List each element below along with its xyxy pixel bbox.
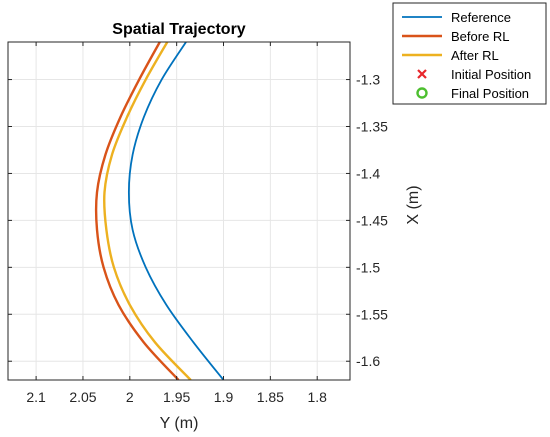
x-tick-label: 2.05 <box>69 389 96 405</box>
legend-swatch-initial-position <box>417 69 427 79</box>
x-tick-label: 1.8 <box>307 389 327 405</box>
plot-frame <box>7 41 351 381</box>
series-line-reference <box>127 42 225 380</box>
plot-background <box>8 42 350 380</box>
legend: Reference Before RL After RL Initial Positi… <box>392 2 547 105</box>
legend-swatch-final-position <box>416 87 428 99</box>
x-tick-label: 2 <box>126 389 134 405</box>
y-tick-label: -1.45 <box>356 212 388 228</box>
chart-title: Spatial Trajectory <box>112 21 245 38</box>
series-lines <box>94 42 225 380</box>
y-axis-ticks: -1.3 -1.35 -1.4 -1.45 -1.5 -1.55 -1.6 <box>8 72 388 369</box>
x-axis-label: Y (m) <box>160 415 199 432</box>
legend-label-reference: Reference <box>451 10 511 25</box>
y-tick-label: -1.35 <box>356 119 388 135</box>
x-tick-label: 1.95 <box>163 389 190 405</box>
y-tick-label: -1.4 <box>356 165 380 181</box>
y-tick-label: -1.55 <box>356 306 388 322</box>
series-line-after-rl <box>102 42 192 380</box>
x-axis-ticks: 2.1 2.05 2 1.95 1.9 1.85 1.8 <box>26 42 327 405</box>
y-tick-label: -1.6 <box>356 353 380 369</box>
legend-label-initial-position: Initial Position <box>451 67 531 82</box>
y-tick-label: -1.5 <box>356 259 380 275</box>
legend-label-before-rl: Before RL <box>451 29 510 44</box>
x-tick-label: 1.9 <box>214 389 234 405</box>
y-axis-label: X (m) <box>405 185 422 224</box>
y-tick-label: -1.3 <box>356 72 380 88</box>
x-tick-label: 1.85 <box>257 389 284 405</box>
plot-area <box>7 41 351 381</box>
legend-label-final-position: Final Position <box>451 86 529 101</box>
legend-box <box>392 2 547 105</box>
series-line-before-rl <box>94 42 180 380</box>
x-tick-label: 2.1 <box>26 389 46 405</box>
legend-label-after-rl: After RL <box>451 48 499 63</box>
